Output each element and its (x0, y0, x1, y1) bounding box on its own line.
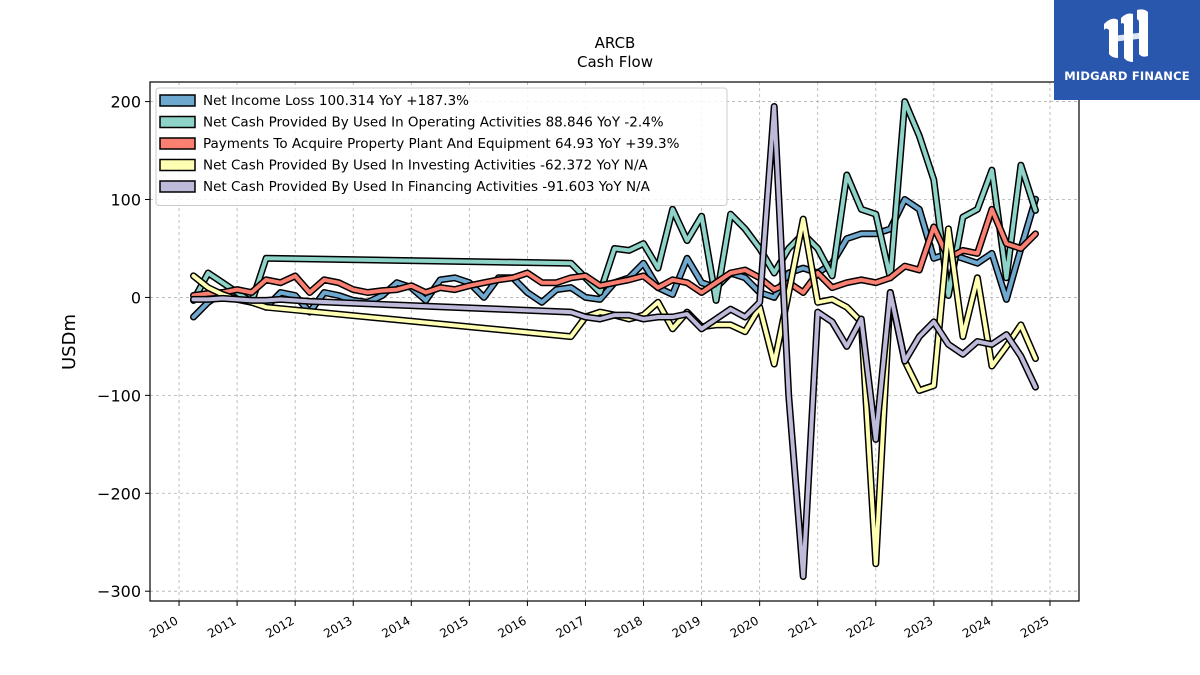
legend-swatch (159, 158, 196, 172)
x-tick-label: 2020 (728, 613, 761, 640)
legend-item[interactable]: Net Cash Provided By Used In Operating A… (159, 115, 664, 131)
x-tick-label: 2014 (379, 613, 412, 640)
legend-item[interactable]: Payments To Acquire Property Plant And E… (159, 136, 680, 152)
y-tick-label: 0 (131, 288, 141, 307)
legend-label: Net Cash Provided By Used In Financing A… (203, 179, 651, 195)
legend-swatch (159, 94, 196, 107)
x-tick-label: 2025 (1018, 613, 1051, 640)
x-tick-label: 2013 (321, 613, 354, 640)
legend-box (155, 87, 728, 206)
x-tick-label: 2015 (437, 613, 470, 640)
brand-logo: MIDGARD FINANCE (1054, 0, 1200, 100)
legend-label: Payments To Acquire Property Plant And E… (203, 136, 680, 152)
series-line (191, 207, 1038, 298)
chart-subtitle: Cash Flow (577, 53, 653, 71)
legend-item[interactable]: Net Income Loss 100.314 YoY +187.3% (159, 93, 469, 109)
chart-title: ARCB (595, 34, 636, 52)
legend-swatch (159, 115, 196, 129)
y-tick-label: −200 (97, 484, 141, 503)
y-tick-label: 200 (110, 93, 141, 112)
y-tick-label: −300 (97, 582, 141, 601)
x-tick-label: 2017 (554, 613, 587, 640)
brand-name: MIDGARD FINANCE (1064, 69, 1190, 83)
y-tick-label: −100 (97, 386, 141, 405)
series-5 (190, 103, 1039, 580)
legend-item[interactable]: Net Cash Provided By Used In Financing A… (159, 179, 651, 195)
plot-frame (149, 81, 1080, 602)
x-tick-label: 2022 (844, 613, 877, 640)
legend-swatch (159, 180, 196, 193)
x-tick-label: 2016 (495, 613, 528, 640)
series-line (191, 104, 1038, 579)
y-axis-label: USDm (59, 314, 80, 370)
legend-label: Net Income Loss 100.314 YoY +187.3% (203, 93, 469, 109)
legend-label: Net Cash Provided By Used In Investing A… (203, 158, 648, 174)
x-tick-label: 2024 (960, 613, 993, 640)
y-tick-label: 100 (110, 191, 141, 210)
legend-swatch (159, 137, 196, 150)
x-tick-label: 2011 (205, 613, 238, 640)
x-tick-label: 2010 (147, 613, 180, 640)
legend[interactable]: Net Income Loss 100.314 YoY +187.3% Net C… (155, 87, 728, 206)
x-tick-label: 2012 (263, 613, 296, 640)
brand-emblem-icon (1104, 9, 1148, 62)
x-tick-label: 2021 (786, 613, 819, 640)
x-tick-label: 2018 (612, 613, 645, 640)
legend-label: Net Cash Provided By Used In Operating A… (203, 115, 664, 131)
x-tick-label: 2019 (670, 613, 703, 640)
legend-item[interactable]: Net Cash Provided By Used In Investing A… (159, 158, 648, 174)
series-3 (190, 205, 1039, 299)
series-lines (190, 98, 1039, 580)
x-tick-label: 2023 (902, 613, 935, 640)
